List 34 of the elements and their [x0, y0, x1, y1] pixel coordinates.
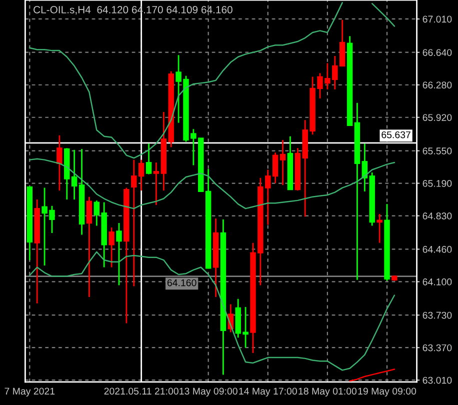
y-tick-label: 66.640	[422, 49, 452, 56]
y-tick-label: 65.550	[422, 148, 452, 154]
candlestick	[138, 159, 144, 192]
ref-line-label: 65.637	[382, 131, 410, 138]
x-tick-label: 13 May 09:00	[180, 388, 238, 397]
candlestick	[280, 139, 286, 186]
x-tick-label: 18 May 01:00	[298, 388, 357, 397]
y-tick-label: 63.730	[422, 312, 452, 319]
candlestick	[116, 222, 122, 286]
line-series	[349, 368, 396, 382]
ref-line-label: 64.160	[167, 279, 196, 286]
x-tick-label: 14 May 17:00	[239, 388, 297, 397]
y-tick-label: 65.920	[422, 114, 452, 121]
x-tick-label: 19 May 09:00	[358, 388, 416, 397]
y-tick-label: 64.460	[422, 246, 452, 253]
y-tick-label: 63.370	[422, 344, 452, 352]
candlestick	[272, 152, 278, 184]
y-tick-label: 66.280	[422, 82, 452, 88]
y-tick-label: 67.010	[422, 16, 452, 23]
candlestick	[153, 162, 160, 206]
candlestick	[108, 226, 114, 268]
candlestick	[86, 196, 92, 298]
x-tick-label: 7 May 2021	[4, 388, 55, 397]
candlestick	[56, 134, 62, 192]
y-tick-label: 64.830	[422, 212, 452, 220]
y-tick-label: 64.100	[422, 278, 452, 286]
y-tick-label: 65.190	[422, 180, 452, 187]
candlestick	[131, 159, 137, 287]
candlestick	[146, 142, 152, 175]
candlestick	[71, 149, 78, 200]
x-tick-label: 2021.05.11 21:00	[104, 388, 178, 395]
candlestick	[376, 213, 382, 244]
y-tick-label: 63.010	[422, 376, 452, 384]
line-series	[29, 251, 396, 371]
